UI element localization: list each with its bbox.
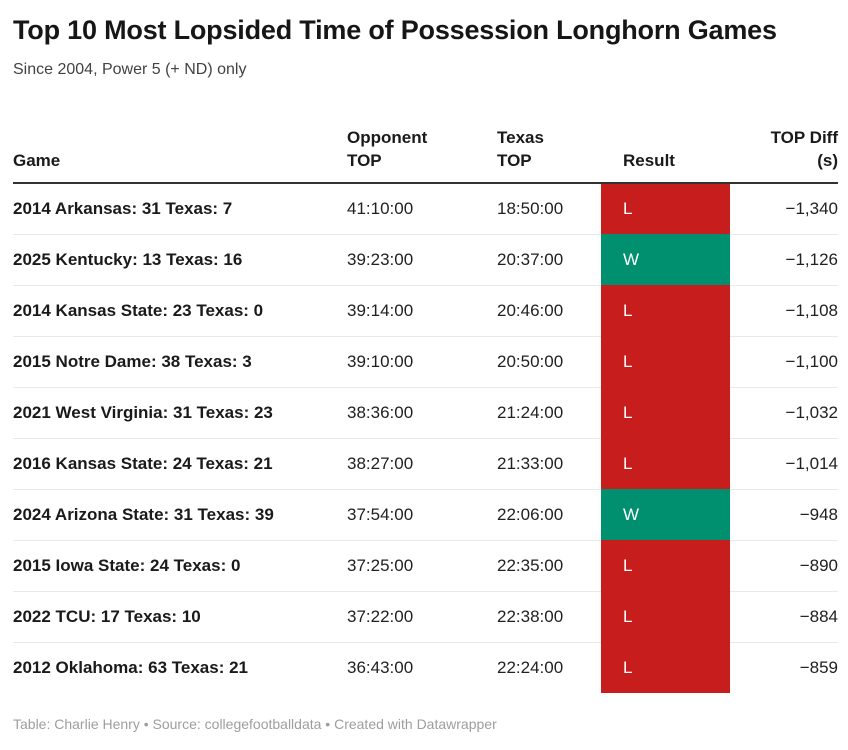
opponent-top-cell: 39:10:00 (347, 335, 497, 387)
table-row: 2024 Arizona State: 31 Texas: 39 37:54:0… (13, 488, 838, 540)
table-row: 2022 TCU: 17 Texas: 10 37:22:00 22:38:00… (13, 590, 838, 642)
result-cell: L (601, 183, 730, 234)
table-body: 2014 Arkansas: 31 Texas: 7 41:10:00 18:5… (13, 183, 838, 693)
datawrapper-table-visualization: Top 10 Most Lopsided Time of Possession … (13, 15, 838, 732)
game-cell: 2022 TCU: 17 Texas: 10 (13, 590, 347, 642)
texas-top-cell: 22:06:00 (497, 488, 601, 540)
top-diff-cell: −948 (730, 488, 838, 540)
opponent-top-cell: 37:25:00 (347, 539, 497, 591)
table-row: 2015 Notre Dame: 38 Texas: 3 39:10:00 20… (13, 335, 838, 387)
texas-top-cell: 18:50:00 (497, 198, 564, 218)
table-header-row: Game Opponent TOP Texas TOP Result TOP D… (13, 126, 838, 184)
result-cell: L (601, 336, 730, 387)
top-diff-cell: −1,340 (785, 198, 838, 218)
result-cell: L (601, 285, 730, 336)
opponent-top-cell: 37:54:00 (347, 488, 497, 540)
column-header-top-diff: TOP Diff (s) (730, 126, 838, 184)
opponent-top-cell: 37:22:00 (347, 590, 497, 642)
table-row: 2015 Iowa State: 24 Texas: 0 37:25:00 22… (13, 539, 838, 591)
table-row: 2016 Kansas State: 24 Texas: 21 38:27:00… (13, 437, 838, 489)
top-diff-cell: −890 (730, 539, 838, 591)
game-cell: 2015 Notre Dame: 38 Texas: 3 (13, 335, 347, 387)
game-cell: 2016 Kansas State: 24 Texas: 21 (13, 437, 347, 489)
top-diff-cell: −859 (730, 641, 838, 693)
top-diff-cell: −1,032 (730, 386, 838, 438)
result-cell: W (601, 489, 730, 540)
table-row: 2021 West Virginia: 31 Texas: 23 38:36:0… (13, 386, 838, 438)
game-cell: 2025 Kentucky: 13 Texas: 16 (13, 233, 347, 285)
top-diff-cell: −1,100 (730, 335, 838, 387)
possession-table: Game Opponent TOP Texas TOP Result TOP D… (13, 126, 838, 693)
result-cell: L (601, 642, 730, 693)
result-cell: L (601, 540, 730, 591)
column-header-result: Result (601, 126, 730, 184)
subtitle: Since 2004, Power 5 (+ ND) only (13, 61, 247, 78)
opponent-top-cell: 38:27:00 (347, 437, 497, 489)
opponent-top-cell: 39:14:00 (347, 284, 497, 336)
game-cell: 2015 Iowa State: 24 Texas: 0 (13, 539, 347, 591)
texas-top-cell: 22:35:00 (497, 539, 601, 591)
table-row: 2014 Kansas State: 23 Texas: 0 39:14:00 … (13, 284, 838, 336)
result-cell: L (601, 438, 730, 489)
texas-top-cell: 21:24:00 (497, 386, 601, 438)
texas-top-cell: 20:46:00 (497, 284, 601, 336)
column-header-game: Game (13, 126, 347, 184)
opponent-top-cell: 41:10:00 (347, 198, 414, 218)
game-cell: 2012 Oklahoma: 63 Texas: 21 (13, 641, 347, 693)
opponent-top-cell: 36:43:00 (347, 641, 497, 693)
result-cell: L (601, 387, 730, 438)
table-row: 2012 Oklahoma: 63 Texas: 21 36:43:00 22:… (13, 641, 838, 693)
texas-top-cell: 22:24:00 (497, 641, 601, 693)
table-row: 2014 Arkansas: 31 Texas: 7 41:10:00 18:5… (13, 183, 838, 234)
top-diff-cell: −1,126 (730, 233, 838, 285)
top-diff-cell: −884 (730, 590, 838, 642)
column-header-opponent-top: Opponent TOP (347, 126, 497, 184)
result-cell: W (601, 234, 730, 285)
attribution-footer: Table: Charlie Henry • Source: collegefo… (13, 716, 497, 732)
top-diff-cell: −1,014 (730, 437, 838, 489)
game-cell: 2014 Arkansas: 31 Texas: 7 (13, 198, 233, 218)
page-title: Top 10 Most Lopsided Time of Possession … (13, 15, 777, 45)
game-cell: 2021 West Virginia: 31 Texas: 23 (13, 386, 347, 438)
opponent-top-cell: 38:36:00 (347, 386, 497, 438)
texas-top-cell: 20:50:00 (497, 335, 601, 387)
texas-top-cell: 21:33:00 (497, 437, 601, 489)
column-header-texas-top: Texas TOP (497, 126, 601, 184)
top-diff-cell: −1,108 (730, 284, 838, 336)
game-cell: 2014 Kansas State: 23 Texas: 0 (13, 284, 347, 336)
table-header: Game Opponent TOP Texas TOP Result TOP D… (13, 126, 838, 184)
table-row: 2025 Kentucky: 13 Texas: 16 39:23:00 20:… (13, 233, 838, 285)
texas-top-cell: 20:37:00 (497, 233, 601, 285)
result-cell: L (601, 591, 730, 642)
texas-top-cell: 22:38:00 (497, 590, 601, 642)
game-cell: 2024 Arizona State: 31 Texas: 39 (13, 488, 347, 540)
opponent-top-cell: 39:23:00 (347, 233, 497, 285)
